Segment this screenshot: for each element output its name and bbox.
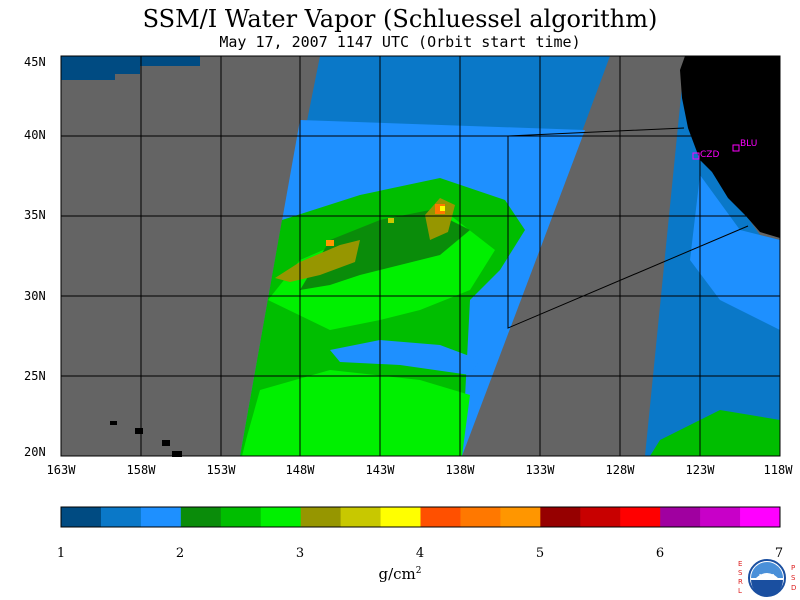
lat-label: 40N bbox=[24, 128, 46, 142]
colorbar-tick-label: 6 bbox=[656, 546, 664, 561]
colorbar-swatch bbox=[580, 507, 621, 527]
colorbar-swatch bbox=[300, 507, 342, 527]
left-swath bbox=[61, 56, 200, 80]
lat-label: 35N bbox=[24, 208, 46, 222]
colorbar-swatch bbox=[500, 507, 541, 527]
colorbar-tick-label: 3 bbox=[296, 546, 304, 561]
colorbar-swatch bbox=[140, 507, 182, 527]
colorbar-swatch bbox=[660, 507, 701, 527]
lon-label: 153W bbox=[207, 463, 237, 477]
colorbar-swatch bbox=[220, 507, 262, 527]
site-markers: CZD BLU bbox=[692, 139, 757, 160]
latitude-labels: 45N 40N 35N 30N 25N 20N bbox=[24, 55, 46, 459]
colorbar-swatch bbox=[540, 507, 581, 527]
right-swath bbox=[645, 56, 780, 456]
lon-label: 158W bbox=[127, 463, 157, 477]
map-title: SSM/I Water Vapor (Schluessel algorithm) bbox=[142, 5, 658, 33]
svg-text:S: S bbox=[791, 574, 796, 582]
colorbar-swatch bbox=[620, 507, 661, 527]
svg-text:L: L bbox=[738, 587, 742, 595]
site-label-blu: BLU bbox=[740, 139, 757, 149]
colorbar-ticks: 1 2 3 4 5 6 7 bbox=[57, 546, 783, 561]
colorbar-swatch bbox=[340, 507, 382, 527]
lon-label: 133W bbox=[526, 463, 556, 477]
land-mass bbox=[680, 56, 780, 238]
colorbar-swatch bbox=[61, 507, 102, 527]
svg-text:D: D bbox=[791, 584, 796, 592]
svg-text:P: P bbox=[791, 564, 795, 572]
lon-label: 148W bbox=[286, 463, 316, 477]
colorbar-tick-label: 4 bbox=[416, 546, 424, 561]
lon-label: 123W bbox=[686, 463, 716, 477]
lon-label: 128W bbox=[606, 463, 636, 477]
colorbar-swatch bbox=[180, 507, 222, 527]
colorbar-units: g/cm2 bbox=[0, 565, 800, 583]
lat-label: 30N bbox=[24, 289, 46, 303]
colorbar-swatch bbox=[380, 507, 421, 527]
svg-text:S: S bbox=[738, 569, 743, 577]
main-swath bbox=[240, 56, 610, 456]
colorbar-swatch bbox=[100, 507, 142, 527]
colorbar-swatch bbox=[420, 507, 461, 527]
colorbar-tick-label: 5 bbox=[536, 546, 544, 561]
logo-text: NOAA bbox=[759, 574, 775, 580]
lat-label: 20N bbox=[24, 445, 46, 459]
svg-text:R: R bbox=[738, 578, 743, 586]
domain-box bbox=[507, 127, 749, 329]
grid-lines bbox=[60, 55, 781, 457]
units-base: g/cm bbox=[378, 565, 416, 583]
lon-label: 118W bbox=[764, 463, 794, 477]
lon-label: 143W bbox=[366, 463, 396, 477]
site-label-czd: CZD bbox=[700, 150, 719, 160]
lon-label: 163W bbox=[47, 463, 77, 477]
colorbar bbox=[60, 506, 781, 528]
colorbar-swatch bbox=[260, 507, 302, 527]
colorbar-swatch bbox=[460, 507, 501, 527]
map-subtitle: May 17, 2007 1147 UTC (Orbit start time) bbox=[219, 33, 581, 51]
lat-label: 25N bbox=[24, 369, 46, 383]
colorbar-swatch bbox=[700, 507, 741, 527]
longitude-labels: 163W 158W 153W 148W 143W 138W 133W 128W … bbox=[47, 463, 794, 477]
svg-text:E: E bbox=[738, 560, 742, 568]
colorbar-swatch bbox=[740, 507, 781, 527]
lat-label: 45N bbox=[24, 55, 46, 69]
colorbar-tick-label: 1 bbox=[57, 546, 65, 561]
colorbar-tick-label: 7 bbox=[775, 546, 783, 561]
units-exponent: 2 bbox=[415, 566, 422, 576]
colorbar-outline bbox=[60, 506, 781, 528]
colorbar-tick-label: 2 bbox=[176, 546, 184, 561]
hawaii-islands bbox=[110, 421, 182, 457]
lon-label: 138W bbox=[446, 463, 476, 477]
